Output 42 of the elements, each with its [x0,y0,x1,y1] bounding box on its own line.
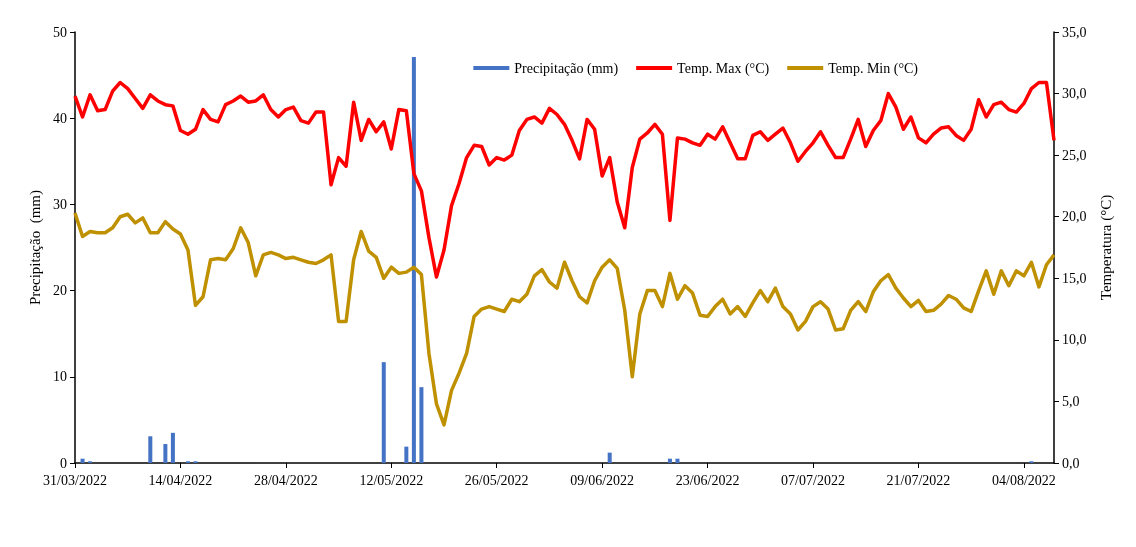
bar [675,458,680,463]
x-tick-label: 21/07/2022 [886,472,951,488]
y2-tick-label: 0,0 [1062,455,1080,471]
bar [163,444,168,463]
y-tick-label: 30 [53,196,67,212]
x-tick-label: 28/04/2022 [253,472,318,488]
y2-tick-label: 15,0 [1062,270,1087,286]
bar [404,446,409,463]
y2-tick-label: 30,0 [1062,86,1087,102]
y2-tick-label: 5,0 [1062,393,1080,409]
y-tick-label: 0 [60,455,67,471]
x-tick-label: 31/03/2022 [43,472,107,488]
y-tick-label: 40 [53,110,67,126]
bar [381,362,386,463]
x-tick-label: 09/06/2022 [570,472,635,488]
line-series [73,211,1056,427]
y-tick-label: 50 [53,24,67,40]
y2-tick-label: 25,0 [1062,147,1087,163]
x-tick-label: 26/05/2022 [464,472,529,488]
bar [607,452,612,463]
y2-tick-label: 20,0 [1062,209,1087,225]
y-axis-title: Precipitação (mm) [26,190,44,305]
y2-tick-label: 35,0 [1062,24,1087,40]
bar [170,432,175,463]
x-tick-label: 07/07/2022 [781,472,845,488]
legend-label: Temp. Max (°C) [677,60,770,77]
legend-label: Temp. Min (°C) [828,60,919,77]
x-tick-label: 14/04/2022 [148,472,213,488]
x-tick-label: 04/08/2022 [991,472,1056,488]
line-series [73,80,1056,279]
y-tick-label: 10 [53,369,67,385]
bar [411,57,416,463]
x-tick-label: 12/05/2022 [359,472,424,488]
bar [80,458,85,463]
y-tick-label: 20 [53,283,67,299]
bar [148,436,153,463]
y2-tick-label: 10,0 [1062,332,1087,348]
bar [667,458,672,463]
x-tick-label: 23/06/2022 [675,472,740,488]
legend-label: Precipitação (mm) [514,60,619,77]
y2-axis-title: Temperatura (°C) [1097,194,1115,301]
bar [419,387,424,463]
